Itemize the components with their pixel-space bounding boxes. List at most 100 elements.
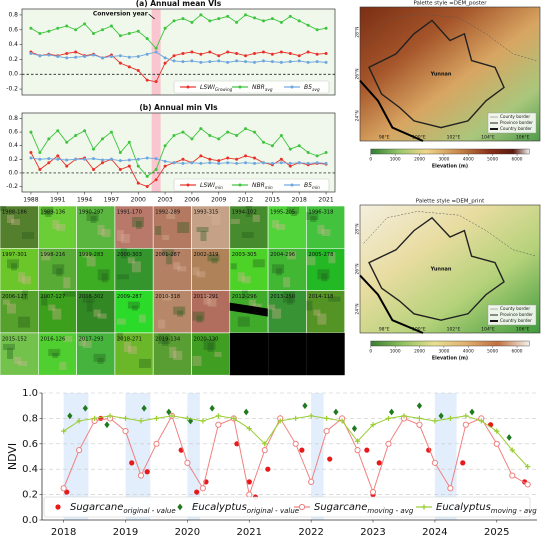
colorbar-tick-label: 2000: [414, 157, 425, 163]
image-tile: [76, 205, 116, 249]
tile-texture: [328, 296, 341, 302]
lon-label: 98°E: [379, 327, 390, 333]
legend-sub: original - value: [123, 507, 175, 515]
marker: [354, 438, 361, 444]
marker: [104, 421, 110, 429]
marker: [401, 413, 407, 419]
legend-sub: Growing: [215, 87, 233, 92]
marker: [65, 164, 69, 168]
country-border: [359, 274, 424, 334]
annotation-arrow: [148, 13, 155, 20]
tile-texture: [207, 254, 220, 262]
marker: [290, 183, 294, 187]
colorbar-tick-label: 1000: [390, 157, 401, 163]
x-tick-label: 2018: [51, 527, 76, 538]
marker: [74, 157, 78, 161]
marker: [524, 481, 531, 488]
marker: [432, 418, 438, 424]
marker: [238, 85, 242, 89]
marker: [261, 140, 265, 144]
province-border: [368, 216, 505, 321]
tile-texture: [230, 263, 237, 270]
tile-label: 2004-296: [270, 252, 295, 258]
plot-frame: [21, 8, 336, 96]
colorbar: [370, 148, 530, 155]
marker: [118, 159, 122, 163]
marker: [253, 161, 257, 165]
tile-label: 2002-319: [194, 252, 219, 258]
marker: [67, 412, 73, 420]
tile-texture: [63, 335, 73, 342]
tile-label: 2019-134: [155, 336, 181, 342]
marker: [145, 156, 149, 160]
tile-texture: [155, 226, 162, 235]
tile-texture: [86, 212, 99, 221]
marker: [55, 504, 61, 510]
tile-texture: [131, 305, 138, 311]
marker: [327, 456, 333, 462]
tile-texture: [162, 293, 172, 301]
marker: [246, 479, 252, 485]
marker: [190, 161, 194, 165]
marker: [315, 28, 319, 32]
marker: [163, 26, 167, 30]
marker: [153, 440, 160, 447]
marker: [100, 137, 104, 141]
marker: [376, 460, 382, 466]
tile-label: 1997-301: [2, 252, 27, 258]
marker: [244, 54, 248, 58]
marker: [299, 447, 305, 453]
marker: [200, 418, 206, 424]
marker: [270, 161, 274, 165]
tile-texture: [317, 269, 330, 280]
lat-label: 26°N: [355, 68, 361, 79]
tile-label: 2009-287: [117, 294, 142, 300]
tile-texture: [283, 277, 291, 288]
marker: [388, 408, 395, 416]
image-tile: [229, 248, 269, 291]
y-tick-label: -0.2: [6, 86, 18, 93]
marker: [56, 154, 60, 158]
tile-texture: [78, 336, 86, 346]
marker: [186, 183, 190, 187]
legend-name: B5: [304, 182, 312, 189]
image-tile: [191, 332, 231, 376]
marker: [261, 161, 265, 165]
x-tick-label: 2023: [360, 527, 385, 538]
tile-label: 2016-126: [40, 336, 65, 342]
marker: [127, 158, 131, 162]
marker: [462, 421, 469, 428]
y-tick-label: 0.6: [22, 439, 38, 450]
marker: [298, 503, 306, 511]
tile-texture: [120, 248, 127, 259]
series-line: [30, 51, 327, 63]
marker: [129, 460, 135, 466]
tile-texture: [169, 346, 177, 358]
marker: [136, 54, 140, 58]
series-line: [30, 157, 327, 164]
marker: [235, 20, 239, 24]
marker: [38, 31, 42, 35]
marker: [29, 26, 33, 30]
tile-label: 1989-136: [40, 210, 65, 216]
marker: [525, 464, 531, 470]
marker: [265, 466, 271, 472]
legend-label: Eucalyptusoriginal - value: [192, 502, 299, 515]
tile-texture: [11, 263, 17, 271]
marker: [235, 133, 239, 137]
tile-texture: [127, 257, 135, 264]
marker: [208, 161, 212, 165]
y-tick-label: 0.6: [8, 26, 18, 33]
tile-texture: [237, 272, 245, 282]
marker: [153, 415, 160, 421]
legend-name: Eucalyptus: [192, 502, 247, 513]
lon-label: 104°E: [481, 327, 495, 333]
tile-texture: [82, 252, 90, 258]
y-tick-label: 0.2: [8, 56, 18, 63]
marker: [194, 489, 200, 495]
map-title: Palette style =DEM_print: [416, 199, 485, 205]
tile-texture: [321, 273, 328, 282]
tile-texture: [287, 295, 294, 305]
tile-texture: [158, 319, 166, 329]
